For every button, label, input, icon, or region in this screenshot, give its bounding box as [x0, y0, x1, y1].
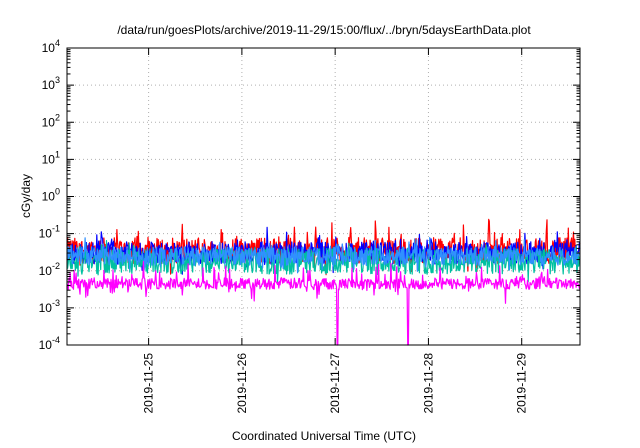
y-tick-label: 100	[42, 187, 60, 204]
y-tick-label: 10-4	[39, 335, 60, 352]
plot-frame	[66, 47, 581, 346]
chart-title: /data/run/goesPlots/archive/2019-11-29/1…	[117, 23, 531, 37]
series-line-3	[66, 237, 581, 274]
x-tick-label: 2019-11-25	[142, 353, 156, 414]
y-tick-label: 104	[42, 38, 60, 55]
x-tick-label: 2019-11-27	[328, 353, 342, 414]
y-tick-label: 101	[42, 149, 60, 166]
y-tick-label: 103	[42, 75, 60, 92]
y-tick-label: 10-1	[39, 224, 60, 241]
series-line-4	[66, 260, 581, 346]
data-series	[66, 218, 581, 346]
axes: 10-4 10-3 10-2 10-1 100 101 102 103 104 2019-11-2…	[39, 38, 580, 414]
x-tick-label: 2019-11-29	[515, 353, 529, 414]
y-axis-title: cGy/day	[19, 174, 33, 218]
x-tick-label: 2019-11-28	[421, 353, 435, 414]
y-tick-label: 102	[42, 112, 60, 129]
y-tick-label: 10-3	[39, 298, 60, 315]
x-tick-label: 2019-11-26	[235, 353, 249, 414]
y-tick-label: 10-2	[39, 261, 60, 278]
x-axis-title: Coordinated Universal Time (UTC)	[232, 429, 416, 443]
